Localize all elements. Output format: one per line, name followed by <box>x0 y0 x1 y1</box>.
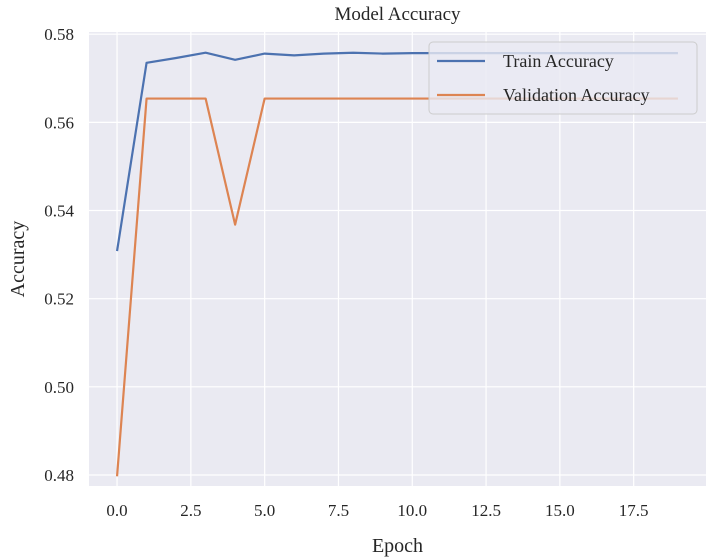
y-tick-label: 0.56 <box>44 113 74 132</box>
y-axis-label: Accuracy <box>7 221 29 298</box>
legend: Train Accuracy Validation Accuracy <box>428 41 698 115</box>
x-tick-label: 2.5 <box>180 501 201 520</box>
y-tick-label: 0.58 <box>44 25 74 44</box>
chart-title: Model Accuracy <box>334 4 461 25</box>
y-tick-labels: 0.48 0.50 0.52 0.54 0.56 0.58 <box>44 25 74 485</box>
legend-label-validation-accuracy: Validation Accuracy <box>503 85 649 105</box>
y-tick-label: 0.48 <box>44 466 74 485</box>
x-tick-label: 15.0 <box>545 501 575 520</box>
x-tick-label: 7.5 <box>328 501 349 520</box>
legend-label-train-accuracy: Train Accuracy <box>503 51 614 71</box>
y-tick-label: 0.50 <box>44 378 74 397</box>
x-tick-labels: 0.0 2.5 5.0 7.5 10.0 12.5 15.0 17.5 <box>106 501 648 520</box>
x-tick-label: 5.0 <box>254 501 275 520</box>
x-tick-label: 0.0 <box>106 501 127 520</box>
y-gridlines <box>89 33 706 476</box>
x-axis-label: Epoch <box>372 535 423 557</box>
x-tick-label: 12.5 <box>471 501 501 520</box>
x-tick-label: 10.0 <box>397 501 427 520</box>
y-tick-label: 0.52 <box>44 290 74 309</box>
x-tick-label: 17.5 <box>619 501 649 520</box>
y-tick-label: 0.54 <box>44 202 74 221</box>
legend-box <box>428 41 698 115</box>
